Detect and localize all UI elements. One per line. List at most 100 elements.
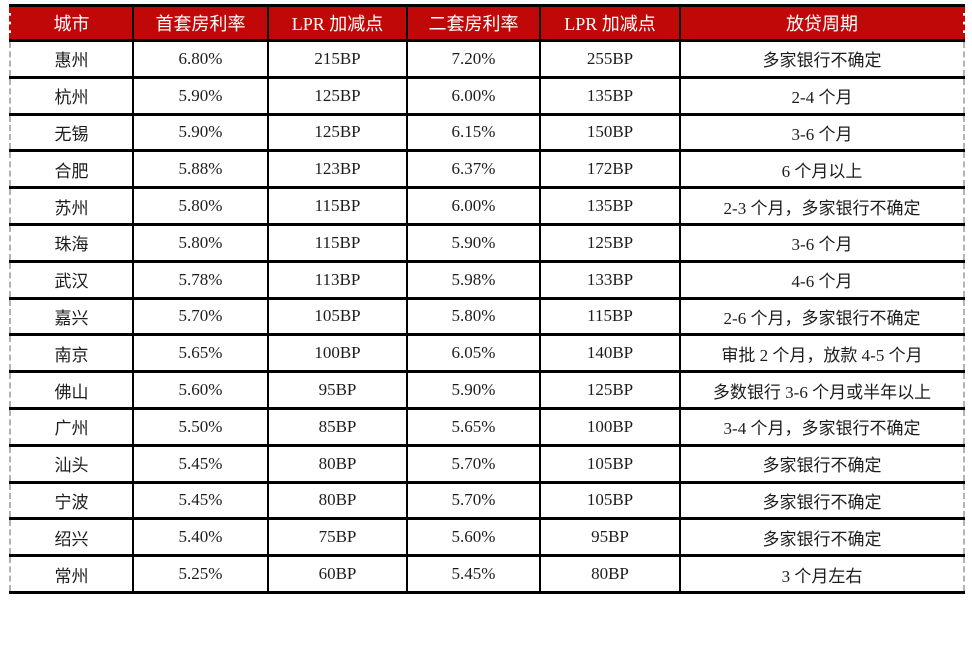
cell-lending-period: 审批 2 个月，放款 4-5 个月 (679, 333, 965, 372)
table-row: 珠海 5.80% 115BP 5.90% 125BP 3-6 个月 (9, 222, 965, 262)
cell-first-home-rate: 6.80% (132, 39, 268, 78)
cell-first-home-rate: 5.45% (132, 480, 268, 519)
cell-second-lpr-points: 135BP (539, 186, 680, 225)
header-first-lpr-points: LPR 加减点 (267, 4, 407, 42)
cell-city: 绍兴 (9, 517, 133, 556)
cell-lending-period: 2-6 个月，多家银行不确定 (679, 296, 965, 335)
table-row: 佛山 5.60% 95BP 5.90% 125BP 多数银行 3-6 个月或半年… (9, 370, 965, 409)
cell-first-home-rate: 5.78% (132, 259, 268, 299)
cell-second-home-rate: 6.00% (406, 75, 540, 115)
table-row: 武汉 5.78% 113BP 5.98% 133BP 4-6 个月 (9, 259, 965, 299)
cell-second-home-rate: 6.05% (406, 333, 540, 372)
header-lending-period: 放贷周期 (679, 4, 965, 42)
cell-first-lpr-points: 80BP (267, 443, 407, 483)
cell-second-lpr-points: 150BP (539, 112, 680, 151)
cell-second-home-rate: 5.90% (406, 222, 540, 262)
cell-first-home-rate: 5.50% (132, 406, 268, 446)
table-row: 惠州 6.80% 215BP 7.20% 255BP 多家银行不确定 (9, 39, 965, 78)
cell-city: 南京 (9, 333, 133, 372)
cell-first-lpr-points: 85BP (267, 406, 407, 446)
cell-city: 汕头 (9, 443, 133, 483)
cell-first-lpr-points: 113BP (267, 259, 407, 299)
cell-second-home-rate: 5.90% (406, 370, 540, 409)
cell-second-lpr-points: 125BP (539, 370, 680, 409)
cell-lending-period: 6 个月以上 (679, 149, 965, 188)
cell-second-home-rate: 5.80% (406, 296, 540, 335)
cell-lending-period: 2-3 个月，多家银行不确定 (679, 186, 965, 225)
cell-second-home-rate: 5.45% (406, 554, 540, 594)
cell-first-lpr-points: 100BP (267, 333, 407, 372)
cell-city: 佛山 (9, 370, 133, 409)
cell-first-lpr-points: 215BP (267, 39, 407, 78)
cell-second-lpr-points: 140BP (539, 333, 680, 372)
cell-second-lpr-points: 135BP (539, 75, 680, 115)
cell-city: 无锡 (9, 112, 133, 151)
cell-first-home-rate: 5.40% (132, 517, 268, 556)
cell-second-home-rate: 5.65% (406, 406, 540, 446)
cell-first-home-rate: 5.80% (132, 222, 268, 262)
cell-second-home-rate: 6.37% (406, 149, 540, 188)
cell-first-home-rate: 5.90% (132, 75, 268, 115)
cell-city: 常州 (9, 554, 133, 594)
cell-city: 苏州 (9, 186, 133, 225)
cell-first-lpr-points: 80BP (267, 480, 407, 519)
cell-city: 惠州 (9, 39, 133, 78)
cell-first-home-rate: 5.65% (132, 333, 268, 372)
cell-lending-period: 多数银行 3-6 个月或半年以上 (679, 370, 965, 409)
cell-first-home-rate: 5.80% (132, 186, 268, 225)
cell-second-home-rate: 5.98% (406, 259, 540, 299)
cell-second-lpr-points: 105BP (539, 443, 680, 483)
cell-first-home-rate: 5.60% (132, 370, 268, 409)
header-second-home-rate: 二套房利率 (406, 4, 540, 42)
cell-lending-period: 3-6 个月 (679, 222, 965, 262)
cell-first-lpr-points: 105BP (267, 296, 407, 335)
cell-first-lpr-points: 95BP (267, 370, 407, 409)
cell-first-home-rate: 5.45% (132, 443, 268, 483)
cell-city: 广州 (9, 406, 133, 446)
header-first-home-rate: 首套房利率 (132, 4, 268, 42)
table-row: 汕头 5.45% 80BP 5.70% 105BP 多家银行不确定 (9, 443, 965, 483)
cell-second-lpr-points: 133BP (539, 259, 680, 299)
cell-lending-period: 3-6 个月 (679, 112, 965, 151)
cell-second-lpr-points: 95BP (539, 517, 680, 556)
cell-second-lpr-points: 80BP (539, 554, 680, 594)
header-city: 城市 (9, 4, 133, 42)
cell-city: 杭州 (9, 75, 133, 115)
cell-second-lpr-points: 105BP (539, 480, 680, 519)
cell-city: 合肥 (9, 149, 133, 188)
cell-city: 珠海 (9, 222, 133, 262)
table-row: 宁波 5.45% 80BP 5.70% 105BP 多家银行不确定 (9, 480, 965, 519)
cell-lending-period: 多家银行不确定 (679, 39, 965, 78)
cell-second-lpr-points: 115BP (539, 296, 680, 335)
cell-first-home-rate: 5.88% (132, 149, 268, 188)
cell-lending-period: 多家银行不确定 (679, 443, 965, 483)
cell-lending-period: 2-4 个月 (679, 75, 965, 115)
cell-lending-period: 多家银行不确定 (679, 517, 965, 556)
cell-first-lpr-points: 115BP (267, 222, 407, 262)
cell-second-home-rate: 5.70% (406, 480, 540, 519)
cell-first-lpr-points: 60BP (267, 554, 407, 594)
cell-second-home-rate: 6.00% (406, 186, 540, 225)
header-row: 城市 首套房利率 LPR 加减点 二套房利率 LPR 加减点 放贷周期 (9, 4, 965, 42)
cell-first-lpr-points: 125BP (267, 112, 407, 151)
table-row: 嘉兴 5.70% 105BP 5.80% 115BP 2-6 个月，多家银行不确… (9, 296, 965, 335)
cell-first-lpr-points: 115BP (267, 186, 407, 225)
cell-second-home-rate: 6.15% (406, 112, 540, 151)
cell-second-lpr-points: 100BP (539, 406, 680, 446)
cell-city: 武汉 (9, 259, 133, 299)
cell-city: 宁波 (9, 480, 133, 519)
table-row: 南京 5.65% 100BP 6.05% 140BP 审批 2 个月，放款 4-… (9, 333, 965, 372)
cell-lending-period: 3-4 个月，多家银行不确定 (679, 406, 965, 446)
cell-second-home-rate: 7.20% (406, 39, 540, 78)
table-row: 广州 5.50% 85BP 5.65% 100BP 3-4 个月，多家银行不确定 (9, 406, 965, 446)
cell-lending-period: 3 个月左右 (679, 554, 965, 594)
cell-first-lpr-points: 125BP (267, 75, 407, 115)
cell-first-home-rate: 5.25% (132, 554, 268, 594)
cell-lending-period: 4-6 个月 (679, 259, 965, 299)
mortgage-rate-table: 城市 首套房利率 LPR 加减点 二套房利率 LPR 加减点 放贷周期 惠州 6… (9, 4, 965, 594)
cell-second-home-rate: 5.60% (406, 517, 540, 556)
table-row: 常州 5.25% 60BP 5.45% 80BP 3 个月左右 (9, 554, 965, 594)
cell-second-lpr-points: 172BP (539, 149, 680, 188)
cell-first-home-rate: 5.90% (132, 112, 268, 151)
